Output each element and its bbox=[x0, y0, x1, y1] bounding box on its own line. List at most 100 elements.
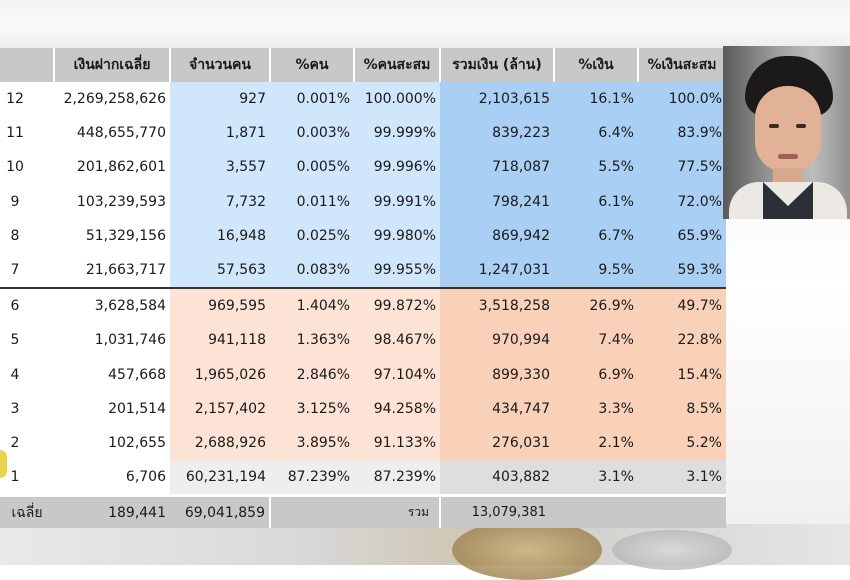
table-row: 8 51,329,156 16,948 0.025% 99.980% 869,9… bbox=[0, 218, 726, 253]
footer-total-count: 69,041,859 bbox=[170, 494, 270, 529]
table-row: 5 1,031,746 941,118 1.363% 98.467% 970,9… bbox=[0, 323, 726, 358]
cell-deposit: 21,663,717 bbox=[54, 252, 170, 289]
cell-count: 60,231,194 bbox=[170, 460, 270, 496]
cell-pct-people: 0.003% bbox=[270, 116, 354, 151]
cell-pct-people-cum: 94.258% bbox=[354, 391, 440, 426]
coin-image bbox=[452, 520, 602, 580]
cell-pct-money-cum: 15.4% bbox=[638, 357, 726, 392]
cell-level: 4 bbox=[0, 357, 54, 392]
cell-pct-people-cum: 99.996% bbox=[354, 150, 440, 185]
cell-pct-money: 5.5% bbox=[554, 150, 638, 185]
cell-deposit: 103,239,593 bbox=[54, 184, 170, 219]
table-row: 2 102,655 2,688,926 3.895% 91.133% 276,0… bbox=[0, 425, 726, 461]
cell-count: 57,563 bbox=[170, 252, 270, 289]
header-pct-money-cum: %เงินสะสม bbox=[638, 48, 727, 82]
cell-total-money: 276,031 bbox=[440, 425, 554, 461]
cell-pct-people-cum: 87.239% bbox=[354, 460, 440, 496]
cell-count: 969,595 bbox=[170, 287, 270, 324]
table-row: 9 103,239,593 7,732 0.011% 99.991% 798,2… bbox=[0, 184, 726, 219]
cell-total-money: 970,994 bbox=[440, 323, 554, 358]
cell-pct-people: 0.025% bbox=[270, 218, 354, 253]
cell-pct-money: 6.9% bbox=[554, 357, 638, 392]
cell-deposit: 102,655 bbox=[54, 425, 170, 461]
cell-pct-money: 3.3% bbox=[554, 391, 638, 426]
cell-pct-money-cum: 5.2% bbox=[638, 425, 726, 461]
table-row: 1 6,706 60,231,194 87.239% 87.239% 403,8… bbox=[0, 460, 726, 496]
cell-count: 1,965,026 bbox=[170, 357, 270, 392]
background-top bbox=[0, 0, 850, 48]
cell-total-money: 434,747 bbox=[440, 391, 554, 426]
cell-pct-people: 87.239% bbox=[270, 460, 354, 496]
footer-avg-label: เฉลี่ย bbox=[0, 494, 54, 529]
cell-count: 7,732 bbox=[170, 184, 270, 219]
cell-total-money: 718,087 bbox=[440, 150, 554, 185]
cell-pct-money-cum: 72.0% bbox=[638, 184, 726, 219]
cell-pct-money-cum: 83.9% bbox=[638, 116, 726, 151]
cell-pct-money: 26.9% bbox=[554, 287, 638, 324]
cell-pct-people-cum: 99.955% bbox=[354, 252, 440, 289]
footer-row: เฉลี่ย 189,441 69,041,859 รวม 13,079,381 bbox=[0, 494, 726, 529]
deposit-distribution-table: เงินฝากเฉลี่ย จำนวนคน %คน %คนสะสม รวมเงิ… bbox=[0, 48, 727, 529]
cell-count: 2,688,926 bbox=[170, 425, 270, 461]
cell-deposit: 448,655,770 bbox=[54, 116, 170, 151]
cell-pct-people: 3.895% bbox=[270, 425, 354, 461]
highlight-marker bbox=[0, 450, 7, 478]
cell-deposit: 201,862,601 bbox=[54, 150, 170, 185]
cell-pct-people: 3.125% bbox=[270, 391, 354, 426]
cell-pct-money-cum: 100.0% bbox=[638, 82, 726, 117]
header-count: จำนวนคน bbox=[170, 48, 271, 82]
cell-level: 2 bbox=[0, 425, 54, 461]
cell-count: 3,557 bbox=[170, 150, 270, 185]
cell-level: 7 bbox=[0, 252, 54, 289]
cell-count: 2,157,402 bbox=[170, 391, 270, 426]
presenter-webcam bbox=[723, 46, 850, 219]
table-row: 4 457,668 1,965,026 2.846% 97.104% 899,3… bbox=[0, 357, 726, 392]
cell-pct-money: 6.4% bbox=[554, 116, 638, 151]
header-deposit: เงินฝากเฉลี่ย bbox=[54, 48, 171, 82]
cell-pct-people-cum: 99.999% bbox=[354, 116, 440, 151]
cell-level: 3 bbox=[0, 391, 54, 426]
cell-total-money: 403,882 bbox=[440, 460, 554, 496]
footer-empty bbox=[554, 494, 638, 529]
header-pct-people-cum: %คนสะสม bbox=[354, 48, 441, 82]
footer-total-money: 13,079,381 bbox=[440, 494, 554, 529]
table-row: 3 201,514 2,157,402 3.125% 94.258% 434,7… bbox=[0, 391, 726, 426]
cell-pct-people: 0.001% bbox=[270, 82, 354, 117]
cell-total-money: 3,518,258 bbox=[440, 287, 554, 324]
cell-level: 5 bbox=[0, 323, 54, 358]
cell-level: 6 bbox=[0, 287, 54, 324]
cell-total-money: 2,103,615 bbox=[440, 82, 554, 117]
cell-pct-people: 0.005% bbox=[270, 150, 354, 185]
cell-pct-money: 6.1% bbox=[554, 184, 638, 219]
cell-level: 12 bbox=[0, 82, 54, 117]
cell-pct-money-cum: 22.8% bbox=[638, 323, 726, 358]
header-total-money: รวมเงิน (ล้าน) bbox=[440, 48, 555, 82]
cell-pct-people-cum: 91.133% bbox=[354, 425, 440, 461]
cell-level: 11 bbox=[0, 116, 54, 151]
cell-pct-money: 16.1% bbox=[554, 82, 638, 117]
cell-deposit: 457,668 bbox=[54, 357, 170, 392]
cell-pct-people: 0.011% bbox=[270, 184, 354, 219]
cell-level: 8 bbox=[0, 218, 54, 253]
cell-pct-people-cum: 97.104% bbox=[354, 357, 440, 392]
cell-pct-money: 2.1% bbox=[554, 425, 638, 461]
header-row: เงินฝากเฉลี่ย จำนวนคน %คน %คนสะสม รวมเงิ… bbox=[0, 48, 727, 82]
cell-pct-people-cum: 98.467% bbox=[354, 323, 440, 358]
cell-count: 927 bbox=[170, 82, 270, 117]
cell-total-money: 798,241 bbox=[440, 184, 554, 219]
footer-empty bbox=[638, 494, 726, 529]
cell-pct-people-cum: 100.000% bbox=[354, 82, 440, 117]
header-pct-money: %เงิน bbox=[554, 48, 639, 82]
cell-pct-money: 9.5% bbox=[554, 252, 638, 289]
table-row: 12 2,269,258,626 927 0.001% 100.000% 2,1… bbox=[0, 82, 726, 117]
header-pct-people: %คน bbox=[270, 48, 355, 82]
cell-count: 941,118 bbox=[170, 323, 270, 358]
cell-pct-money-cum: 77.5% bbox=[638, 150, 726, 185]
cell-pct-people: 1.363% bbox=[270, 323, 354, 358]
cell-count: 16,948 bbox=[170, 218, 270, 253]
cell-level: 10 bbox=[0, 150, 54, 185]
footer-avg-deposit: 189,441 bbox=[54, 494, 170, 529]
cell-total-money: 1,247,031 bbox=[440, 252, 554, 289]
cell-level: 9 bbox=[0, 184, 54, 219]
cell-count: 1,871 bbox=[170, 116, 270, 151]
